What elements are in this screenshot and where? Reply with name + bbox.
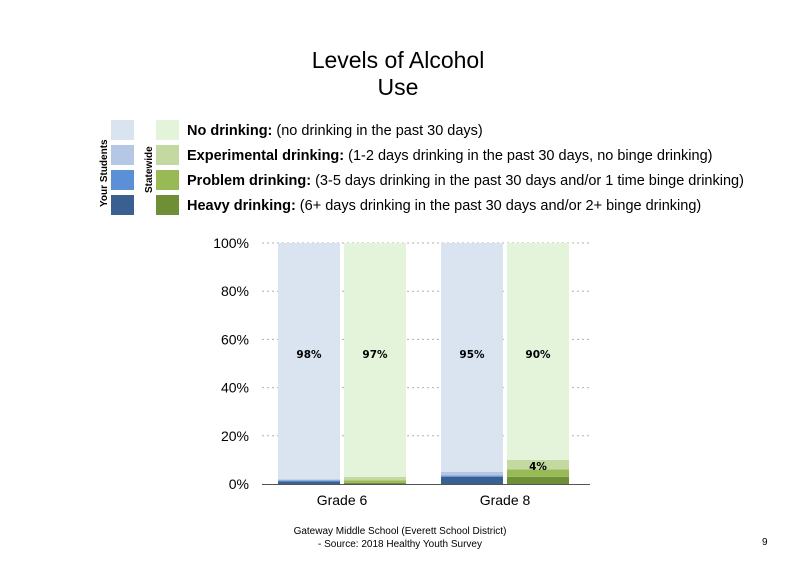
footer: Gateway Middle School (Everett School Di… [250, 525, 550, 551]
legend-swatch-your-no-drinking [111, 120, 134, 140]
legend-item-experimental: Experimental drinking: (1-2 days drinkin… [187, 148, 713, 164]
y-tick-label: 40% [221, 380, 249, 396]
legend-swatch-state-problem [156, 170, 179, 190]
data-label: 90% [525, 349, 551, 361]
x-tick-label: Grade 8 [480, 492, 531, 508]
data-label: 4% [529, 461, 547, 473]
bar-segment [507, 459, 569, 470]
chart-title-line2: Use [377, 74, 419, 100]
footer-source: - Source: 2018 Healthy Youth Survey [318, 539, 482, 550]
bar-segment [344, 480, 406, 483]
legend-swatch-state-no-drinking [156, 120, 179, 140]
bar-segment [441, 471, 503, 476]
legend-item-problem: Problem drinking: (3-5 days drinking in … [187, 173, 744, 189]
bar-segment [278, 479, 340, 481]
bar-segment [278, 480, 340, 482]
y-tick-label: 80% [221, 283, 249, 299]
chart-title-line1: Levels of Alcohol [311, 47, 485, 73]
bar-segment [507, 469, 569, 477]
legend-item-heavy: Heavy drinking: (6+ days drinking in the… [187, 198, 702, 214]
x-tick-label: Grade 6 [317, 492, 368, 508]
legend-swatch-state-heavy [156, 195, 179, 215]
y-tick-label: 100% [213, 235, 249, 251]
legend-swatch-your-heavy [111, 195, 134, 215]
data-label: 98% [296, 349, 322, 361]
bar-segment [344, 243, 406, 477]
y-tick-label: 20% [221, 428, 249, 444]
bar-segment [278, 481, 340, 484]
bar-segment [507, 476, 569, 484]
page-number: 9 [762, 537, 768, 548]
data-label: 97% [362, 349, 388, 361]
legend-item-no-drinking: No drinking: (no drinking in the past 30… [187, 123, 483, 139]
chart-title: Levels of Alcohol Use [248, 47, 548, 101]
legend-swatch-your-experimental [111, 145, 134, 165]
bar-segment [344, 482, 406, 484]
data-label: 95% [459, 349, 485, 361]
legend-swatch-state-experimental [156, 145, 179, 165]
bar-segment [344, 476, 406, 481]
footer-school: Gateway Middle School (Everett School Di… [293, 526, 507, 537]
bar-segment [441, 475, 503, 477]
legend-swatch-your-problem [111, 170, 134, 190]
y-tick-label: 60% [221, 331, 249, 347]
y-tick-label: 0% [229, 476, 249, 492]
bar-segment [441, 476, 503, 484]
bar-segment [278, 243, 340, 480]
bar-segment [507, 243, 569, 460]
bar-segment [441, 243, 503, 472]
